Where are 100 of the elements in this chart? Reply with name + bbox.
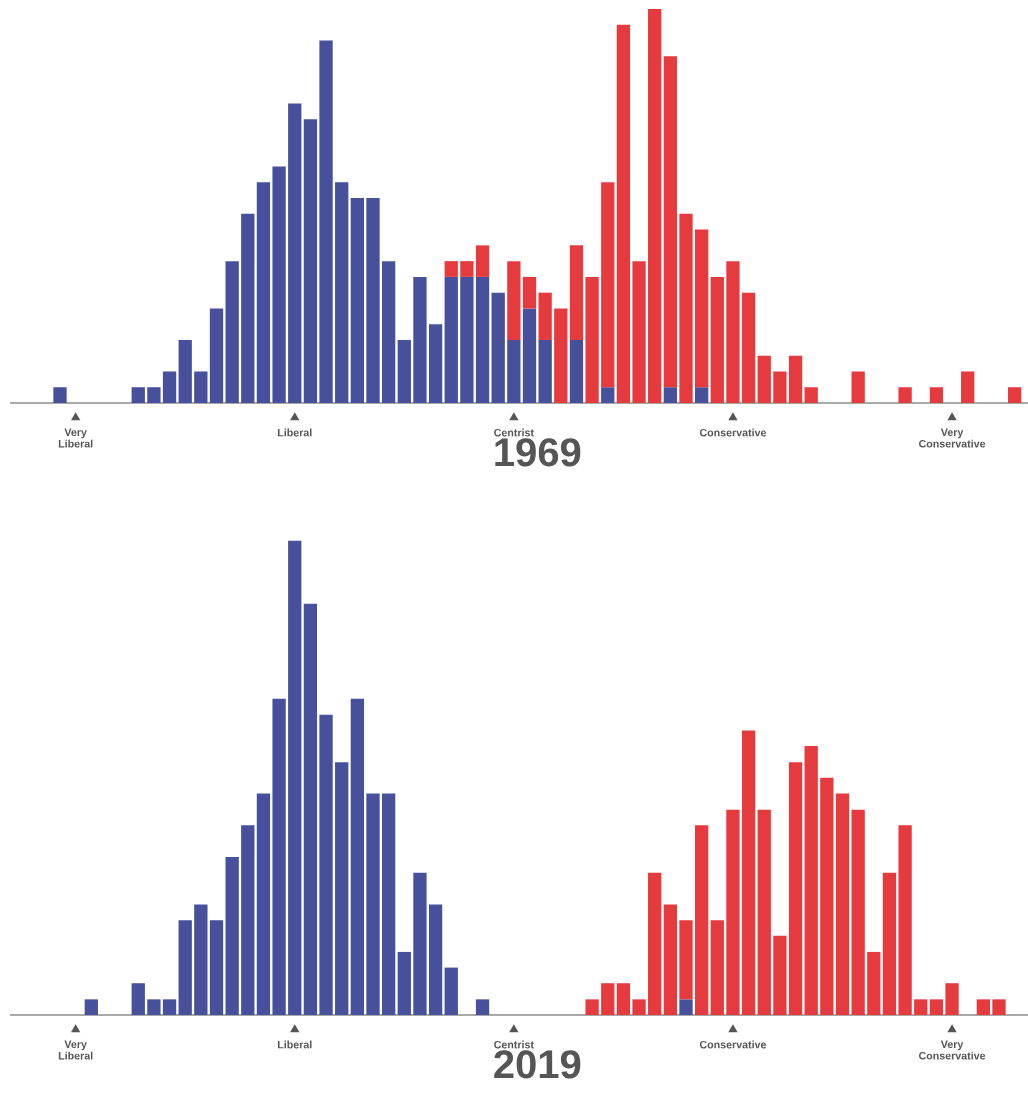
bar: [648, 8, 662, 403]
bar: [616, 24, 631, 403]
x-tick-label: Liberal: [277, 1040, 312, 1049]
bar: [851, 809, 865, 1015]
bar: [961, 371, 975, 403]
bar: [256, 182, 271, 403]
x-tick-label: Conservative: [699, 1040, 767, 1049]
bar: [319, 40, 333, 403]
x-tick-label: Liberal: [277, 428, 312, 437]
bar: [679, 920, 693, 1000]
bar: [475, 999, 490, 1015]
bar: [835, 793, 850, 1015]
bar: [507, 339, 521, 403]
bar: [288, 103, 302, 403]
bar: [695, 387, 709, 403]
bar: [303, 603, 318, 1015]
bar: [194, 904, 208, 1015]
bar: [726, 261, 740, 403]
bar: [585, 999, 599, 1015]
bar: [695, 825, 709, 1015]
bar: [225, 857, 239, 1015]
bar: [209, 920, 224, 1015]
bar: [475, 245, 490, 277]
bar: [225, 261, 239, 403]
bar: [788, 762, 803, 1015]
bar: [413, 872, 427, 1015]
bar: [710, 276, 724, 403]
text: 2019: [494, 1050, 581, 1079]
bar: [679, 999, 693, 1015]
bar: [444, 276, 458, 403]
bar: [397, 951, 411, 1015]
bar: [898, 825, 912, 1015]
bar: [679, 213, 693, 403]
bar: [397, 339, 411, 403]
bar: [288, 540, 302, 1015]
bar: [976, 999, 990, 1015]
bar: [569, 245, 584, 340]
bar: [804, 387, 818, 403]
bar: [773, 371, 787, 403]
bar: [695, 229, 709, 388]
bar: [428, 324, 443, 403]
bar: [538, 339, 552, 403]
bar: [522, 276, 537, 309]
bar: [522, 308, 537, 403]
text: 1969: [495, 438, 581, 467]
bar: [84, 999, 98, 1015]
bar: [475, 276, 490, 403]
bar: [882, 872, 897, 1015]
bar: [710, 920, 724, 1015]
bar: [491, 292, 505, 403]
bar: [569, 339, 584, 403]
bar: [460, 276, 474, 403]
bar: [272, 698, 286, 1015]
bar: [585, 276, 599, 403]
bar: [178, 339, 192, 403]
bar: [898, 387, 912, 403]
bar: [382, 261, 396, 403]
bar: [162, 371, 177, 403]
x-tick-label: Very Liberal: [58, 1040, 93, 1060]
bar: [851, 371, 865, 403]
bar: [131, 387, 145, 403]
bar: [382, 793, 396, 1015]
bar: [162, 999, 177, 1015]
bar: [601, 983, 615, 1015]
bar: [648, 872, 662, 1015]
bar: [241, 825, 255, 1015]
bar: [601, 182, 615, 388]
bar: [663, 56, 677, 388]
bar: [914, 999, 928, 1015]
bar: [428, 904, 443, 1015]
bar: [194, 371, 208, 403]
bar: [741, 730, 756, 1015]
bar: [804, 746, 818, 1015]
bar: [726, 809, 740, 1015]
x-tick-label: Very Conservative: [918, 428, 986, 448]
bar: [319, 714, 333, 1015]
bar: [366, 793, 380, 1015]
bar: [632, 999, 646, 1015]
bar: [929, 387, 944, 403]
bar: [444, 967, 458, 1015]
x-tick-label: Centrist: [494, 1040, 534, 1049]
bar: [147, 999, 161, 1015]
bar: [1007, 387, 1022, 403]
bar: [820, 777, 834, 1015]
bar: [507, 261, 521, 340]
bar: [209, 308, 224, 403]
x-tick-label: Very Conservative: [918, 1040, 986, 1060]
bar: [663, 904, 677, 1015]
bar: [757, 809, 771, 1015]
bar: [741, 292, 756, 403]
bar: [303, 119, 318, 403]
bar: [147, 387, 161, 403]
bar: [366, 198, 380, 403]
x-tick-label: Very Liberal: [58, 428, 93, 448]
bar: [335, 182, 349, 403]
bar: [773, 935, 787, 1015]
bar: [53, 387, 67, 403]
bar: [272, 166, 286, 403]
bar: [867, 951, 881, 1015]
bar: [929, 999, 944, 1015]
